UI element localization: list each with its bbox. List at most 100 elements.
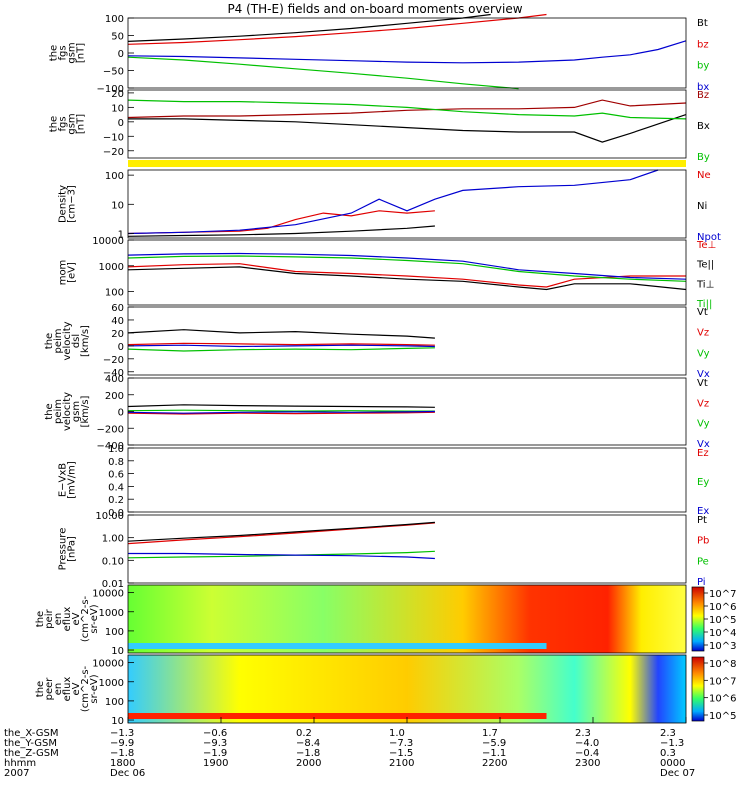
y-tick-label: 100 (105, 697, 124, 708)
y-tick-label: 400 (105, 374, 124, 385)
legend-entry: Vz (697, 328, 709, 339)
y-tick-label: −200 (97, 424, 124, 435)
series-line-Ne (127, 210, 435, 235)
x-tick-label: −1.3 (660, 738, 684, 749)
panel-10: 10^8 10^7 10^6 10^5 10000 1000 100 10 thepeerene… (35, 654, 736, 727)
colorbar-tick-label: 10^5 (709, 711, 736, 722)
y-axis-label-line: the (35, 681, 46, 697)
legend-entry: Vz (697, 398, 709, 409)
plot-title: P4 (TH-E) fields and on-board moments ov… (227, 2, 523, 16)
series-line-Vx (127, 344, 435, 348)
panel-4: Te⊥ Te|| Ti⊥ Ti|| 10000 1000 100 mom[eV] (58, 236, 717, 310)
colorbar (691, 656, 705, 722)
x-axis-row-label: the_X-GSM (4, 728, 58, 739)
y-axis-label-line: (cm^2-s- (80, 595, 91, 642)
x-tick-label: 2000 (296, 758, 321, 769)
y-axis-label-line: the (49, 45, 60, 61)
series-line-Vz (127, 411, 435, 415)
x-tick-label: −5.9 (482, 738, 506, 749)
y-axis-label: mom[eV] (58, 260, 78, 286)
legend-entry: Vy (697, 348, 710, 359)
y-tick-label: 10000 (92, 589, 124, 600)
series-line-bx (127, 40, 687, 64)
y-tick-label: 100 (105, 14, 124, 25)
y-tick-label: 0 (118, 118, 124, 129)
y-tick-label: 0.10 (102, 556, 124, 567)
y-tick-label: 1000 (99, 262, 124, 273)
y-axis-label-line: the (44, 333, 55, 349)
y-tick-label: 0.6 (108, 470, 124, 481)
y-axis-label-line: [km/s] (80, 395, 91, 427)
y-axis-label-line: [nT] (76, 43, 87, 63)
y-axis-label-line: velocity (62, 321, 73, 360)
y-tick-label: 40 (111, 316, 124, 327)
series-line-Te⊥ (127, 263, 686, 288)
series-line-Bt (127, 13, 491, 42)
legend-entry: Ex (697, 506, 709, 517)
y-tick-label: 10000 (92, 236, 124, 247)
y-axis-label-line: gsm (71, 401, 82, 422)
panel-frame (127, 239, 687, 306)
y-axis-label-line: Pressure (58, 528, 69, 571)
y-tick-label: 60 (111, 303, 124, 314)
y-tick-label: 0.01 (102, 579, 124, 590)
x-tick-label: −1.8 (296, 748, 320, 759)
y-axis-label-line: eflux (62, 607, 73, 632)
y-axis-label-line: E−VxB (58, 463, 69, 497)
y-tick-label: 1.00 (102, 534, 124, 545)
y-tick-label: −20 (103, 355, 124, 366)
panel-1: Bt bz by bx 100 50 0 −50 −100 thefgsgsm[nT] (49, 13, 709, 95)
y-tick-label: 10 (111, 103, 124, 114)
legend-entry: Vy (697, 419, 710, 430)
y-axis-label-line: en (53, 613, 64, 626)
colorbar-tick-label: 10^7 (709, 589, 736, 600)
x-axis-row-label: the_Y-GSM (4, 738, 57, 749)
y-tick-label: 0.2 (108, 495, 124, 506)
y-axis-label-line: peim (53, 399, 64, 424)
y-axis-label-line: sr-eV) (89, 604, 100, 633)
series-line-Te|| (127, 266, 687, 291)
series-line-Ti|| (127, 255, 687, 282)
x-tick-label: −8.4 (296, 738, 320, 749)
legend-entry: Npot (697, 232, 721, 243)
y-axis-label: thepeerenefluxeV(cm^2-s-sr-eV) (35, 665, 100, 712)
series-line-bz (127, 13, 547, 45)
y-axis-label-line: (cm^2-s- (80, 665, 91, 712)
series-line-Vx (127, 410, 435, 414)
colorbar-tick-label: 10^7 (709, 676, 736, 687)
colorbar-tick-label: 10^4 (709, 628, 736, 639)
y-axis-label-line: [eV] (67, 262, 78, 283)
y-axis-label-line: [km/s] (80, 325, 91, 357)
y-axis-label-line: peim (53, 328, 64, 353)
legend-entry: Pt (697, 515, 707, 526)
y-axis-label-line: fgs (58, 45, 69, 60)
y-axis-label: E−VxB[mV/m] (58, 461, 78, 499)
y-tick-label: 1.0 (108, 444, 124, 455)
x-axis-row-label: the_Z-GSM (4, 748, 59, 759)
x-tick-label: 2200 (482, 758, 507, 769)
x-tick-label: −9.3 (203, 738, 227, 749)
x-tick-label: 2100 (389, 758, 414, 769)
y-tick-label: 100 (105, 627, 124, 638)
x-tick-label: 2300 (575, 758, 600, 769)
x-tick-label: 1.0 (389, 728, 405, 739)
x-tick-label: 2.3 (575, 728, 591, 739)
heatmap-low-band (128, 643, 547, 649)
series-line-By (127, 99, 687, 120)
x-tick-label: −1.8 (110, 748, 134, 759)
y-axis-label-line: the (49, 116, 60, 132)
panel-frame (127, 514, 687, 584)
legend-entry: Vt (697, 378, 708, 389)
y-axis-label-line: [nPa] (67, 536, 78, 562)
y-tick-label: 200 (105, 391, 124, 402)
x-tick-label: −1.9 (203, 748, 227, 759)
y-axis-label-line: dsl (71, 334, 82, 348)
series-line-Bz (127, 99, 687, 119)
y-axis-label-line: en (53, 683, 64, 696)
legend-entry: Bz (697, 90, 709, 101)
series-line-Pt (127, 521, 435, 542)
y-axis-label-line: mom (58, 260, 69, 286)
y-axis-label-line: fgs (58, 116, 69, 131)
heatmap-image (128, 585, 686, 653)
y-tick-label: 50 (111, 32, 124, 43)
